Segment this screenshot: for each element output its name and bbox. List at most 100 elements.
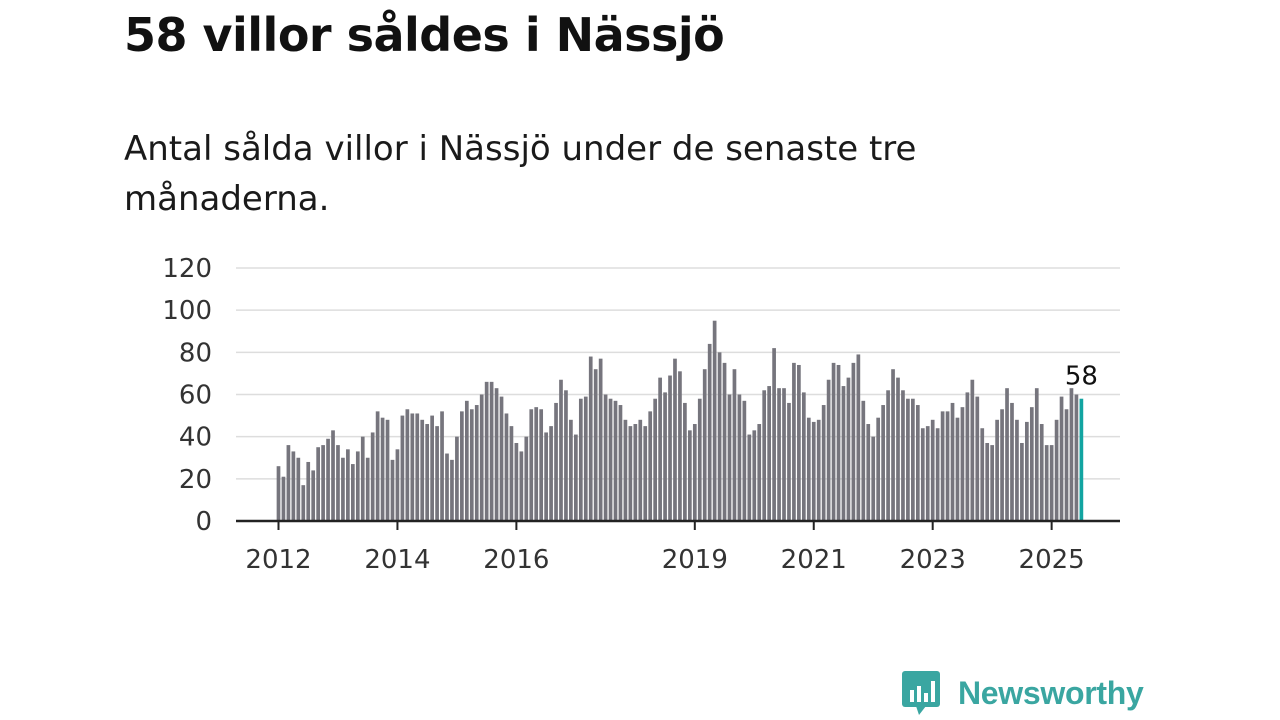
y-tick-label: 100	[162, 296, 212, 326]
bar	[930, 419, 935, 521]
bar	[970, 379, 975, 521]
bar	[385, 419, 390, 521]
bar	[578, 398, 583, 521]
bar	[692, 424, 697, 521]
bar	[707, 343, 712, 521]
bar	[836, 364, 841, 521]
bar	[623, 419, 628, 521]
bar	[499, 396, 504, 521]
bar	[509, 426, 514, 521]
bar	[450, 459, 454, 521]
bar	[355, 451, 360, 521]
newsworthy-logo-icon	[902, 671, 940, 715]
bar	[554, 402, 558, 521]
bar	[460, 411, 464, 521]
bar	[514, 442, 519, 521]
bar	[569, 419, 573, 521]
bar	[687, 430, 692, 521]
bar	[1025, 421, 1029, 521]
bar	[673, 358, 677, 521]
bar	[975, 396, 980, 521]
bar	[801, 392, 806, 521]
bar	[469, 409, 474, 521]
bar	[747, 434, 752, 521]
bar	[564, 390, 568, 521]
bar	[816, 419, 821, 521]
x-tick-label: 2019	[662, 545, 728, 575]
bar	[628, 426, 633, 521]
x-tick-label: 2023	[900, 545, 966, 575]
bar	[950, 402, 955, 521]
bar	[435, 426, 439, 521]
bar	[539, 409, 544, 521]
bar	[400, 415, 405, 521]
bar	[925, 426, 930, 521]
bar	[603, 394, 608, 521]
bar	[702, 369, 707, 521]
bar	[668, 375, 672, 521]
chart-subtitle: Antal sålda villor i Nässjö under de sen…	[124, 129, 917, 219]
bar	[1074, 394, 1079, 521]
bar	[995, 419, 999, 521]
bar	[732, 369, 737, 521]
bar	[455, 436, 459, 521]
bar	[593, 369, 598, 521]
bar	[871, 436, 876, 521]
bar	[663, 392, 667, 521]
y-tick-label: 40	[179, 423, 212, 453]
bar	[648, 411, 653, 521]
bar	[415, 413, 420, 521]
bar	[618, 405, 623, 521]
bar	[806, 417, 811, 521]
y-tick-label: 20	[179, 465, 212, 495]
x-tick-label: 2021	[781, 545, 847, 575]
bar	[1010, 402, 1014, 521]
y-tick-label: 60	[179, 381, 212, 411]
bar	[346, 449, 350, 521]
bar	[445, 453, 449, 521]
data-label-latest: 58	[1065, 362, 1098, 392]
x-tick-label: 2016	[483, 545, 549, 575]
bar	[425, 424, 430, 521]
bar	[1039, 424, 1044, 521]
bar	[380, 417, 385, 521]
bar	[489, 381, 494, 521]
bar	[846, 377, 851, 521]
bar	[519, 451, 524, 521]
bar	[1059, 396, 1064, 521]
bar	[474, 405, 479, 521]
bar	[588, 356, 593, 521]
bar	[524, 436, 529, 521]
bar	[311, 470, 316, 521]
brand-name: Newsworthy	[958, 674, 1144, 711]
bar	[920, 428, 925, 521]
bar	[1015, 419, 1019, 521]
bar	[697, 398, 702, 521]
bar	[375, 411, 380, 521]
bar	[737, 394, 742, 521]
bar	[341, 457, 345, 521]
bar	[831, 362, 836, 521]
bar	[762, 390, 767, 521]
bar	[653, 398, 658, 521]
bar	[866, 424, 871, 521]
bar	[1049, 445, 1054, 521]
bar	[1000, 409, 1004, 521]
y-tick-label: 0	[195, 507, 212, 537]
bar	[559, 379, 563, 521]
bar	[350, 464, 355, 521]
bar-highlight	[1079, 398, 1084, 521]
bar	[935, 428, 940, 521]
bar	[336, 445, 340, 521]
bar	[583, 396, 588, 521]
bar	[608, 398, 613, 521]
bar	[1054, 419, 1059, 521]
bar	[772, 348, 776, 521]
bar	[494, 388, 499, 521]
bar	[782, 388, 786, 521]
bar	[484, 381, 489, 521]
bar	[712, 320, 717, 521]
bar	[881, 405, 885, 521]
bar	[316, 447, 320, 521]
bar	[1020, 442, 1024, 521]
